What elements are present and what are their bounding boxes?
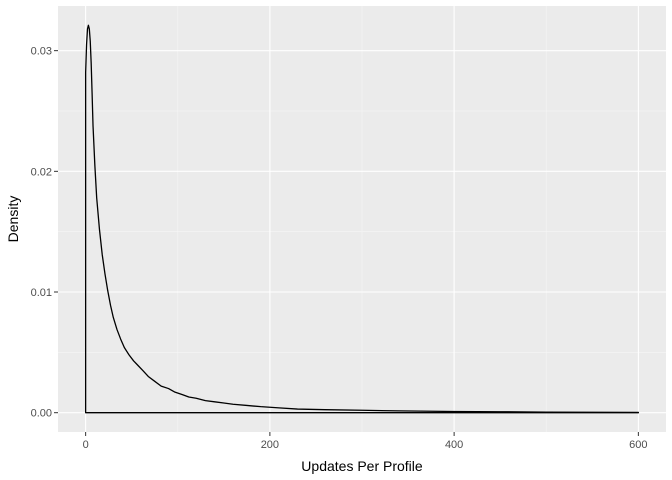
y-tick-label: 0.01 (31, 287, 52, 299)
x-tick-label: 400 (445, 439, 463, 451)
density-series (84, 24, 640, 414)
x-tick-label: 600 (629, 439, 647, 451)
y-tick-label: 0.00 (31, 408, 52, 420)
density-curve (84, 24, 640, 414)
y-tick-label: 0.02 (31, 166, 52, 178)
x-axis-title: Updates Per Profile (301, 458, 423, 474)
x-tick-label: 0 (83, 439, 89, 451)
minor-gridlines (58, 6, 666, 432)
y-axis-title: Density (5, 196, 21, 243)
x-axis-ticks: 0 200 400 600 (83, 432, 648, 451)
x-tick-label: 200 (261, 439, 279, 451)
y-tick-label: 0.03 (31, 46, 52, 58)
y-axis-ticks: 0.00 0.01 0.02 0.03 (31, 46, 58, 420)
